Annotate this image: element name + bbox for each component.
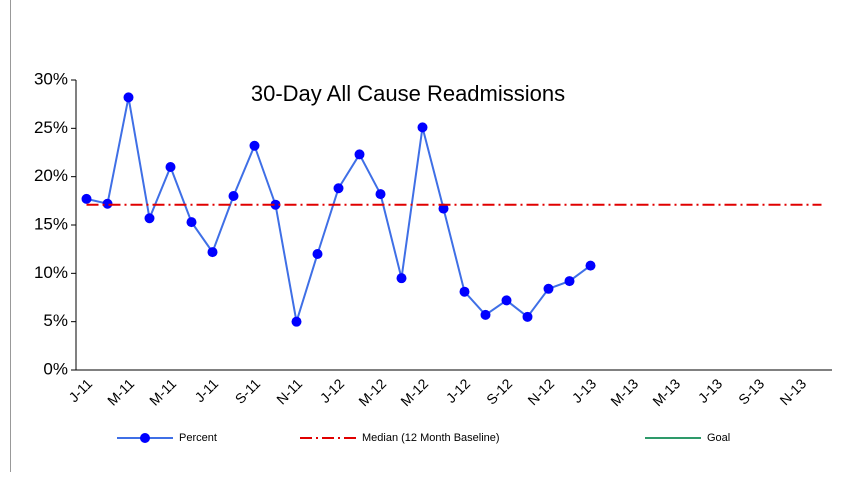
x-tick-label: J-12: [443, 375, 474, 406]
x-tick-label: S-11: [232, 375, 264, 407]
y-tick-label: 20%: [34, 166, 68, 185]
legend-marker: [140, 433, 150, 443]
x-tick-label: J-13: [569, 375, 600, 406]
x-tick-label: S-12: [483, 375, 515, 407]
legend-label: Percent: [179, 432, 217, 444]
data-point: [123, 92, 134, 103]
data-point: [522, 311, 533, 322]
data-point: [480, 309, 491, 320]
data-point: [417, 122, 428, 133]
x-tick-label: N-11: [273, 375, 305, 407]
x-tick-label: N-12: [524, 375, 557, 408]
y-tick-label: 25%: [34, 118, 68, 137]
data-point: [585, 260, 596, 271]
x-tick-label: J-12: [317, 375, 348, 406]
data-point: [333, 183, 344, 194]
x-tick-label: M-11: [146, 375, 179, 408]
x-tick-label: M-12: [397, 375, 431, 409]
data-point: [564, 276, 575, 287]
data-point: [207, 247, 218, 258]
x-tick-label: M-11: [104, 375, 137, 408]
x-tick-label: M-13: [649, 375, 683, 409]
x-tick-label: J-13: [695, 375, 726, 406]
y-tick-label: 15%: [34, 214, 68, 233]
data-point: [102, 198, 113, 209]
x-tick-label: J-11: [65, 375, 95, 405]
legend-label: Median (12 Month Baseline): [362, 432, 500, 444]
data-point: [144, 213, 155, 224]
data-point: [165, 162, 176, 172]
data-point: [501, 295, 512, 306]
data-point: [354, 149, 365, 160]
y-tick-label: 10%: [34, 263, 68, 282]
x-tick-label: M-13: [607, 375, 641, 409]
x-tick-label: J-11: [191, 375, 221, 405]
y-tick-label: 5%: [43, 311, 68, 330]
data-point: [270, 199, 281, 210]
y-tick-label: 0%: [43, 359, 68, 378]
data-point: [81, 193, 92, 204]
legend-label: Goal: [707, 432, 730, 444]
x-tick-label: M-12: [355, 375, 389, 409]
chart-title: 30-Day All Cause Readmissions: [251, 81, 565, 106]
x-tick-label: N-13: [776, 375, 809, 408]
data-point: [459, 286, 470, 297]
data-point: [249, 140, 260, 151]
data-point: [543, 283, 554, 294]
data-point: [438, 203, 449, 214]
y-tick-label: 30%: [34, 69, 68, 88]
series-line: [86, 97, 592, 322]
data-point: [186, 217, 197, 228]
data-point: [396, 273, 407, 284]
data-point: [375, 189, 386, 200]
data-point: [291, 316, 302, 327]
data-point: [312, 249, 323, 259]
x-tick-label: S-13: [735, 375, 767, 407]
data-point: [228, 191, 239, 201]
